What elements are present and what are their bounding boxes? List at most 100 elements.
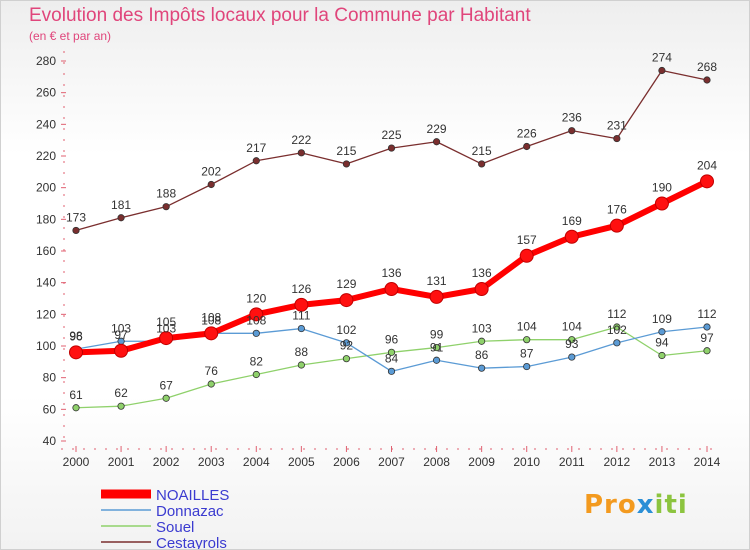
data-label-souel-2014: 97 — [700, 331, 714, 345]
data-label-cestayrols-2007: 225 — [381, 128, 401, 142]
point-cestayrols-2003 — [207, 180, 215, 189]
data-label-souel-2005: 88 — [295, 345, 309, 359]
data-label-noailles-2002: 105 — [156, 315, 176, 329]
point-donnazac-2011 — [568, 353, 576, 361]
data-label-donnazac-2010: 87 — [520, 347, 534, 361]
data-label-donnazac-2013: 109 — [652, 312, 672, 326]
y-tick-label-240: 240 — [36, 117, 56, 131]
point-cestayrols-2000 — [72, 226, 80, 235]
point-cestayrols-2005 — [297, 149, 305, 157]
point-noailles-2000 — [69, 345, 83, 360]
data-labels-layer: 173 181 188 202 217 222 215 225 229 215 226 236 231 2… — [66, 51, 717, 402]
point-cestayrols-2011 — [568, 127, 576, 135]
point-cestayrols-2007 — [387, 144, 396, 152]
point-cestayrols-2001 — [117, 214, 125, 222]
data-label-cestayrols-2005: 222 — [291, 133, 311, 147]
data-label-noailles-2008: 131 — [427, 274, 447, 288]
logo-part-pro: Pro — [584, 490, 637, 520]
data-label-donnazac-2012: 102 — [607, 323, 627, 337]
x-tick-label-2007: 2007 — [378, 455, 405, 469]
y-tick-label-140: 140 — [36, 276, 56, 290]
x-tick-label-2001: 2001 — [108, 455, 135, 469]
point-donnazac-2005 — [297, 324, 305, 333]
point-cestayrols-2008 — [432, 138, 441, 146]
logo-part-x: x — [636, 490, 655, 520]
data-label-cestayrols-2011: 236 — [562, 111, 582, 125]
data-label-cestayrols-2010: 226 — [517, 127, 537, 141]
point-noailles-2006 — [339, 293, 354, 308]
x-tick-label-2005: 2005 — [288, 455, 315, 469]
point-souel-2012 — [613, 323, 621, 331]
series-layer — [69, 66, 714, 412]
data-label-noailles-2010: 157 — [517, 233, 537, 247]
point-donnazac-2012 — [613, 339, 621, 347]
point-cestayrols-2004 — [252, 157, 260, 165]
data-label-souel-2007: 96 — [385, 332, 399, 346]
y-tick-label-200: 200 — [36, 181, 56, 195]
point-souel-2008 — [432, 343, 441, 352]
data-label-cestayrols-2003: 202 — [201, 165, 221, 179]
point-donnazac-2009 — [478, 364, 486, 372]
point-souel-2002 — [162, 394, 170, 402]
data-label-souel-2011: 104 — [562, 320, 582, 334]
data-label-souel-2013: 94 — [655, 336, 669, 350]
data-label-donnazac-2006: 102 — [336, 323, 356, 337]
legend-label-souel: Souel — [156, 519, 194, 536]
data-label-donnazac-2008: 91 — [430, 340, 444, 354]
point-cestayrols-2014 — [703, 76, 711, 84]
point-noailles-2005 — [294, 297, 309, 312]
x-tick-label-2002: 2002 — [153, 455, 180, 469]
data-label-souel-2008: 99 — [430, 328, 444, 342]
legend-label-noailles: NOAILLES — [156, 487, 229, 504]
point-souel-2010 — [523, 336, 531, 344]
data-label-noailles-2013: 190 — [652, 181, 672, 195]
point-donnazac-2004 — [252, 329, 260, 337]
data-label-donnazac-2009: 86 — [475, 348, 489, 362]
data-label-souel-2002: 67 — [159, 378, 173, 392]
point-souel-2005 — [297, 361, 305, 369]
point-donnazac-2010 — [523, 362, 531, 371]
point-souel-2004 — [252, 370, 260, 379]
data-label-souel-2001: 62 — [114, 386, 128, 400]
point-noailles-2004 — [249, 307, 264, 322]
point-noailles-2011 — [564, 229, 579, 244]
y-tick-label-80: 80 — [43, 371, 57, 385]
data-label-souel-2006: 92 — [340, 339, 354, 353]
point-noailles-2009 — [474, 282, 489, 296]
axes: 40 60 80 100 120 140 160 180 200 220 240 260 280 2000… — [36, 51, 721, 469]
point-noailles-2010 — [519, 248, 534, 263]
data-label-cestayrols-2000: 173 — [66, 210, 86, 224]
y-tick-label-180: 180 — [36, 212, 56, 226]
point-noailles-2008 — [429, 289, 444, 304]
point-noailles-2013 — [654, 196, 669, 211]
data-label-noailles-2003: 108 — [201, 310, 221, 324]
point-souel-2001 — [117, 402, 125, 410]
chart-title: Evolution des Impôts locaux pour la Comm… — [29, 5, 531, 26]
data-label-souel-2009: 103 — [472, 321, 492, 335]
data-label-noailles-2009: 136 — [472, 266, 492, 280]
y-tick-label-120: 120 — [36, 307, 56, 321]
data-label-cestayrols-2006: 215 — [336, 144, 356, 158]
data-label-donnazac-2004: 108 — [246, 313, 266, 327]
data-label-cestayrols-2008: 229 — [427, 122, 447, 136]
point-noailles-2003 — [204, 326, 219, 341]
y-tick-label-220: 220 — [36, 149, 56, 163]
data-label-cestayrols-2004: 217 — [246, 141, 266, 155]
x-tick-label-2014: 2014 — [694, 455, 721, 469]
point-donnazac-2014 — [703, 323, 711, 331]
point-souel-2009 — [478, 337, 486, 345]
point-donnazac-2008 — [432, 356, 441, 364]
proxiti-logo: Proxiti — [584, 490, 688, 520]
data-label-souel-2004: 82 — [250, 355, 264, 369]
x-tick-label-2010: 2010 — [513, 455, 540, 469]
data-label-cestayrols-2013: 274 — [652, 51, 672, 65]
legend-label-donnazac: Donnazac — [156, 503, 224, 520]
point-souel-2007 — [387, 348, 396, 356]
data-label-donnazac-2007: 84 — [385, 351, 399, 365]
x-tick-label-2009: 2009 — [468, 455, 495, 469]
data-label-souel-2012: 112 — [607, 307, 626, 321]
y-tick-label-260: 260 — [36, 86, 56, 100]
data-label-donnazac-2001: 103 — [111, 321, 131, 335]
